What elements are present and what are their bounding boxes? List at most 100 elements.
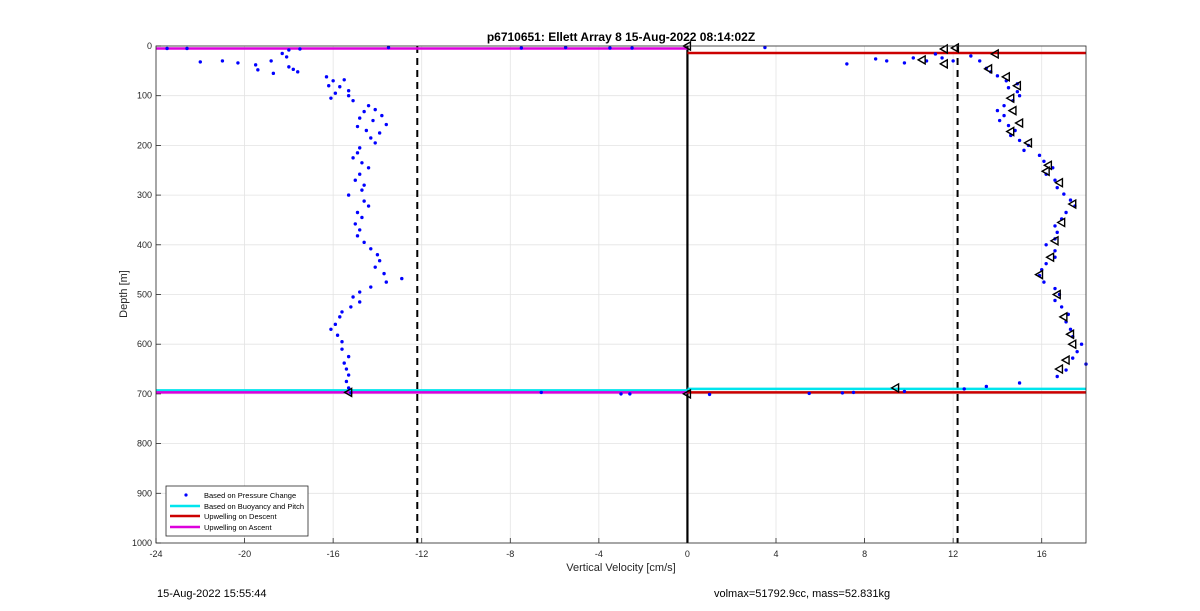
data-point	[1068, 198, 1073, 202]
y-tick-label: 800	[137, 439, 152, 449]
triangle-marker	[916, 54, 926, 66]
data-point	[296, 70, 300, 74]
data-point	[400, 276, 404, 281]
data-point	[358, 116, 362, 120]
triangle-marker	[1011, 80, 1022, 91]
data-point	[1062, 192, 1066, 196]
data-point	[366, 204, 371, 208]
data-point	[382, 271, 386, 276]
data-point	[329, 327, 333, 331]
triangle-marker	[890, 382, 900, 394]
data-point	[366, 166, 371, 170]
data-point	[1059, 305, 1064, 309]
data-point	[1053, 178, 1057, 182]
data-point	[1075, 349, 1079, 354]
data-point	[386, 45, 391, 50]
data-point	[351, 295, 355, 299]
triangle-marker	[1067, 198, 1077, 210]
data-point	[165, 46, 169, 51]
x-axis-label: Vertical Velocity [cm/s]	[566, 562, 675, 574]
triangle-marker	[1051, 289, 1061, 300]
data-point	[1064, 210, 1068, 215]
triangle-marker	[1056, 217, 1066, 228]
data-point	[978, 59, 982, 63]
data-point	[763, 45, 767, 50]
data-point	[911, 56, 915, 60]
triangle-marker	[1005, 126, 1015, 137]
data-point	[253, 63, 258, 67]
triangle-marker	[938, 43, 948, 55]
data-point	[951, 59, 955, 63]
data-point	[369, 247, 373, 251]
data-point	[338, 315, 342, 319]
data-point	[845, 62, 849, 66]
data-point	[346, 94, 351, 98]
footer-summary: volmax=51792.9cc, mass=52.831kg	[714, 588, 891, 600]
data-point	[335, 333, 340, 337]
triangle-marker	[343, 387, 353, 398]
data-point	[630, 46, 634, 50]
y-tick-label: 300	[137, 190, 152, 200]
data-point	[885, 59, 889, 63]
data-point	[1042, 280, 1046, 284]
data-point	[331, 79, 335, 83]
data-point	[340, 340, 344, 344]
data-point	[1017, 94, 1022, 98]
x-tick-labels: -24 -20 -16 -12 -8 -4 0 4 8 12 16	[149, 549, 1046, 559]
data-point	[1053, 286, 1057, 291]
data-point	[1017, 381, 1022, 385]
data-point	[342, 361, 346, 365]
data-point	[384, 280, 388, 284]
data-point	[346, 354, 351, 359]
triangle-marker	[983, 63, 993, 75]
data-point	[340, 310, 344, 314]
data-point	[280, 51, 284, 56]
x-tick-label: -24	[149, 549, 162, 559]
data-point	[984, 384, 989, 389]
data-point	[933, 52, 938, 56]
triangle-marker	[1034, 269, 1044, 280]
data-point	[346, 373, 351, 377]
data-point	[287, 48, 291, 52]
triangle-marker	[1007, 105, 1017, 116]
data-point	[362, 183, 366, 187]
data-point	[1044, 243, 1048, 247]
data-points	[165, 45, 1088, 397]
triangle-marker	[1054, 177, 1064, 188]
y-tick-label: 700	[137, 389, 152, 399]
data-point	[362, 109, 366, 114]
data-point	[236, 61, 240, 65]
y-tick-label: 400	[137, 240, 152, 250]
data-point	[995, 108, 1000, 113]
triangle-marker	[1049, 235, 1059, 247]
data-point	[375, 253, 380, 257]
legend-label-buoyancy: Based on Buoyancy and Pitch	[204, 502, 304, 511]
x-tick-label: 8	[862, 549, 867, 559]
chart-title: p6710651: Ellett Array 8 15-Aug-2022 08:…	[487, 30, 755, 44]
data-point	[358, 300, 362, 304]
data-point	[377, 131, 382, 135]
data-point	[353, 178, 357, 182]
data-point	[287, 65, 291, 69]
data-point	[902, 389, 907, 394]
data-point	[563, 45, 568, 50]
data-point	[360, 215, 364, 220]
data-point	[358, 290, 362, 294]
reference-lines	[416, 46, 959, 543]
data-point	[358, 228, 362, 232]
data-point	[362, 240, 366, 245]
y-tick-labels: 0 100 200 300 400 500 600 700 800 900 1000	[132, 41, 152, 548]
data-point	[1006, 86, 1011, 90]
data-point	[369, 285, 373, 289]
triangle-marker	[682, 388, 692, 400]
data-point	[346, 386, 351, 390]
y-tick-label: 500	[137, 290, 152, 300]
data-point	[940, 56, 944, 60]
y-tick-label: 100	[137, 91, 152, 101]
data-point	[1064, 368, 1068, 372]
legend-label-ascent: Upwelling on Ascent	[204, 523, 272, 532]
x-tick-label: 0	[685, 549, 690, 559]
grid	[155, 45, 1086, 544]
plot-area-frame	[155, 45, 1087, 544]
data-point	[1017, 138, 1022, 143]
